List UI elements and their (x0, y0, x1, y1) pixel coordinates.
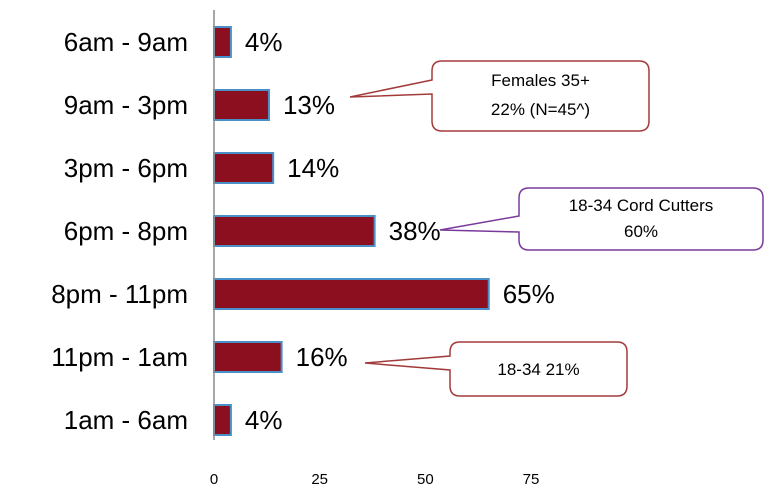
x-tick-label: 75 (523, 471, 540, 486)
callout-box (364, 341, 628, 397)
value-label: 13% (283, 90, 335, 120)
labels-layer: 6am - 9am 4% 9am - 3pm 13% 3pm - 6pm 14% 6pm -… (51, 27, 555, 435)
callout-box (439, 187, 764, 251)
category-label: 11pm - 1am (51, 342, 188, 372)
value-label: 4% (245, 27, 283, 57)
value-label: 16% (296, 342, 348, 372)
callout-text: Females 35+ (491, 71, 590, 90)
callout-box (349, 60, 650, 132)
value-label: 4% (245, 405, 283, 435)
bar (213, 89, 270, 121)
axis-layer: 0 25 50 75 (210, 10, 540, 486)
bar (213, 278, 490, 310)
x-tick-label: 50 (417, 471, 434, 486)
x-tick-label: 0 (210, 471, 218, 486)
bars-layer (213, 26, 490, 436)
callout-text: 60% (624, 222, 658, 241)
callouts-layer: Females 35+ 22% (N=45^) 18-34 Cord Cutters… (349, 60, 764, 397)
bar (213, 341, 283, 373)
callout-text: 22% (N=45^) (491, 100, 590, 119)
value-label: 38% (389, 216, 441, 246)
callout-text: 18-34 Cord Cutters (569, 196, 714, 215)
category-label: 6am - 9am (64, 27, 188, 57)
x-tick-label: 25 (311, 471, 328, 486)
category-label: 1am - 6am (64, 405, 188, 435)
bar (213, 404, 232, 436)
bar (213, 215, 376, 247)
category-label: 8pm - 11pm (51, 279, 188, 309)
category-label: 3pm - 6pm (64, 153, 188, 183)
bar (213, 152, 275, 184)
bar (213, 26, 232, 58)
category-label: 9am - 3pm (64, 90, 188, 120)
value-label: 65% (503, 279, 555, 309)
callout-text: 18-34 21% (497, 360, 579, 379)
value-label: 14% (287, 153, 339, 183)
category-label: 6pm - 8pm (64, 216, 188, 246)
